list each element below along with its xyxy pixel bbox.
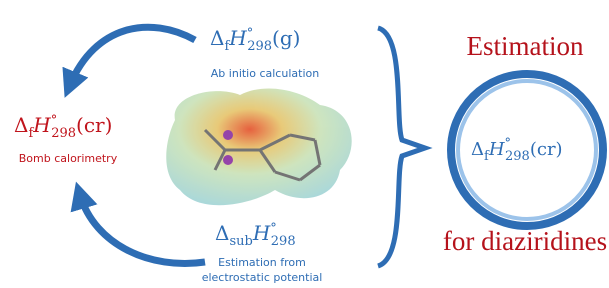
formula-delta: Δ: [210, 26, 224, 50]
result-formula: ΔfH°298(cr): [471, 136, 563, 164]
gas-method: Ab initio calculation: [211, 67, 319, 80]
result-title: Estimation: [467, 31, 584, 61]
arrow-top: [70, 27, 195, 85]
molecule: [166, 88, 351, 205]
formula-temp: 298: [505, 149, 530, 164]
formula-temp: 298: [271, 234, 296, 249]
sub-formula: ΔsubH°298: [215, 221, 296, 249]
formula-symbol: H: [488, 139, 505, 160]
brace: [378, 28, 425, 266]
formula-delta: Δ: [471, 139, 484, 160]
sub-method-1: Estimation from: [218, 256, 306, 269]
arrow-bottom: [80, 195, 205, 263]
gas-formula: ΔfH°298(g): [210, 26, 300, 54]
formula-symbol: H: [32, 113, 51, 137]
crystal-method: Bomb calorimetry: [19, 152, 118, 165]
formula-delta: Δ: [215, 221, 229, 245]
crystal-formula: ΔfH°298(cr): [14, 113, 112, 141]
result-subtitle: for diaziridines: [443, 226, 607, 256]
formula-temp: 298: [51, 126, 76, 141]
formula-state: (g): [272, 26, 300, 50]
formula-state: (cr): [530, 139, 563, 160]
formula-temp: 298: [247, 39, 272, 54]
diagram: ΔfH°298(g) Ab initio calculation ΔfH°298…: [0, 0, 609, 288]
sub-method-2: electrostatic potential: [202, 271, 323, 284]
formula-delta: Δ: [14, 113, 28, 137]
formula-symbol: H: [252, 221, 271, 245]
formula-op: sub: [229, 234, 252, 249]
formula-state: (cr): [76, 113, 112, 137]
formula-symbol: H: [228, 26, 247, 50]
